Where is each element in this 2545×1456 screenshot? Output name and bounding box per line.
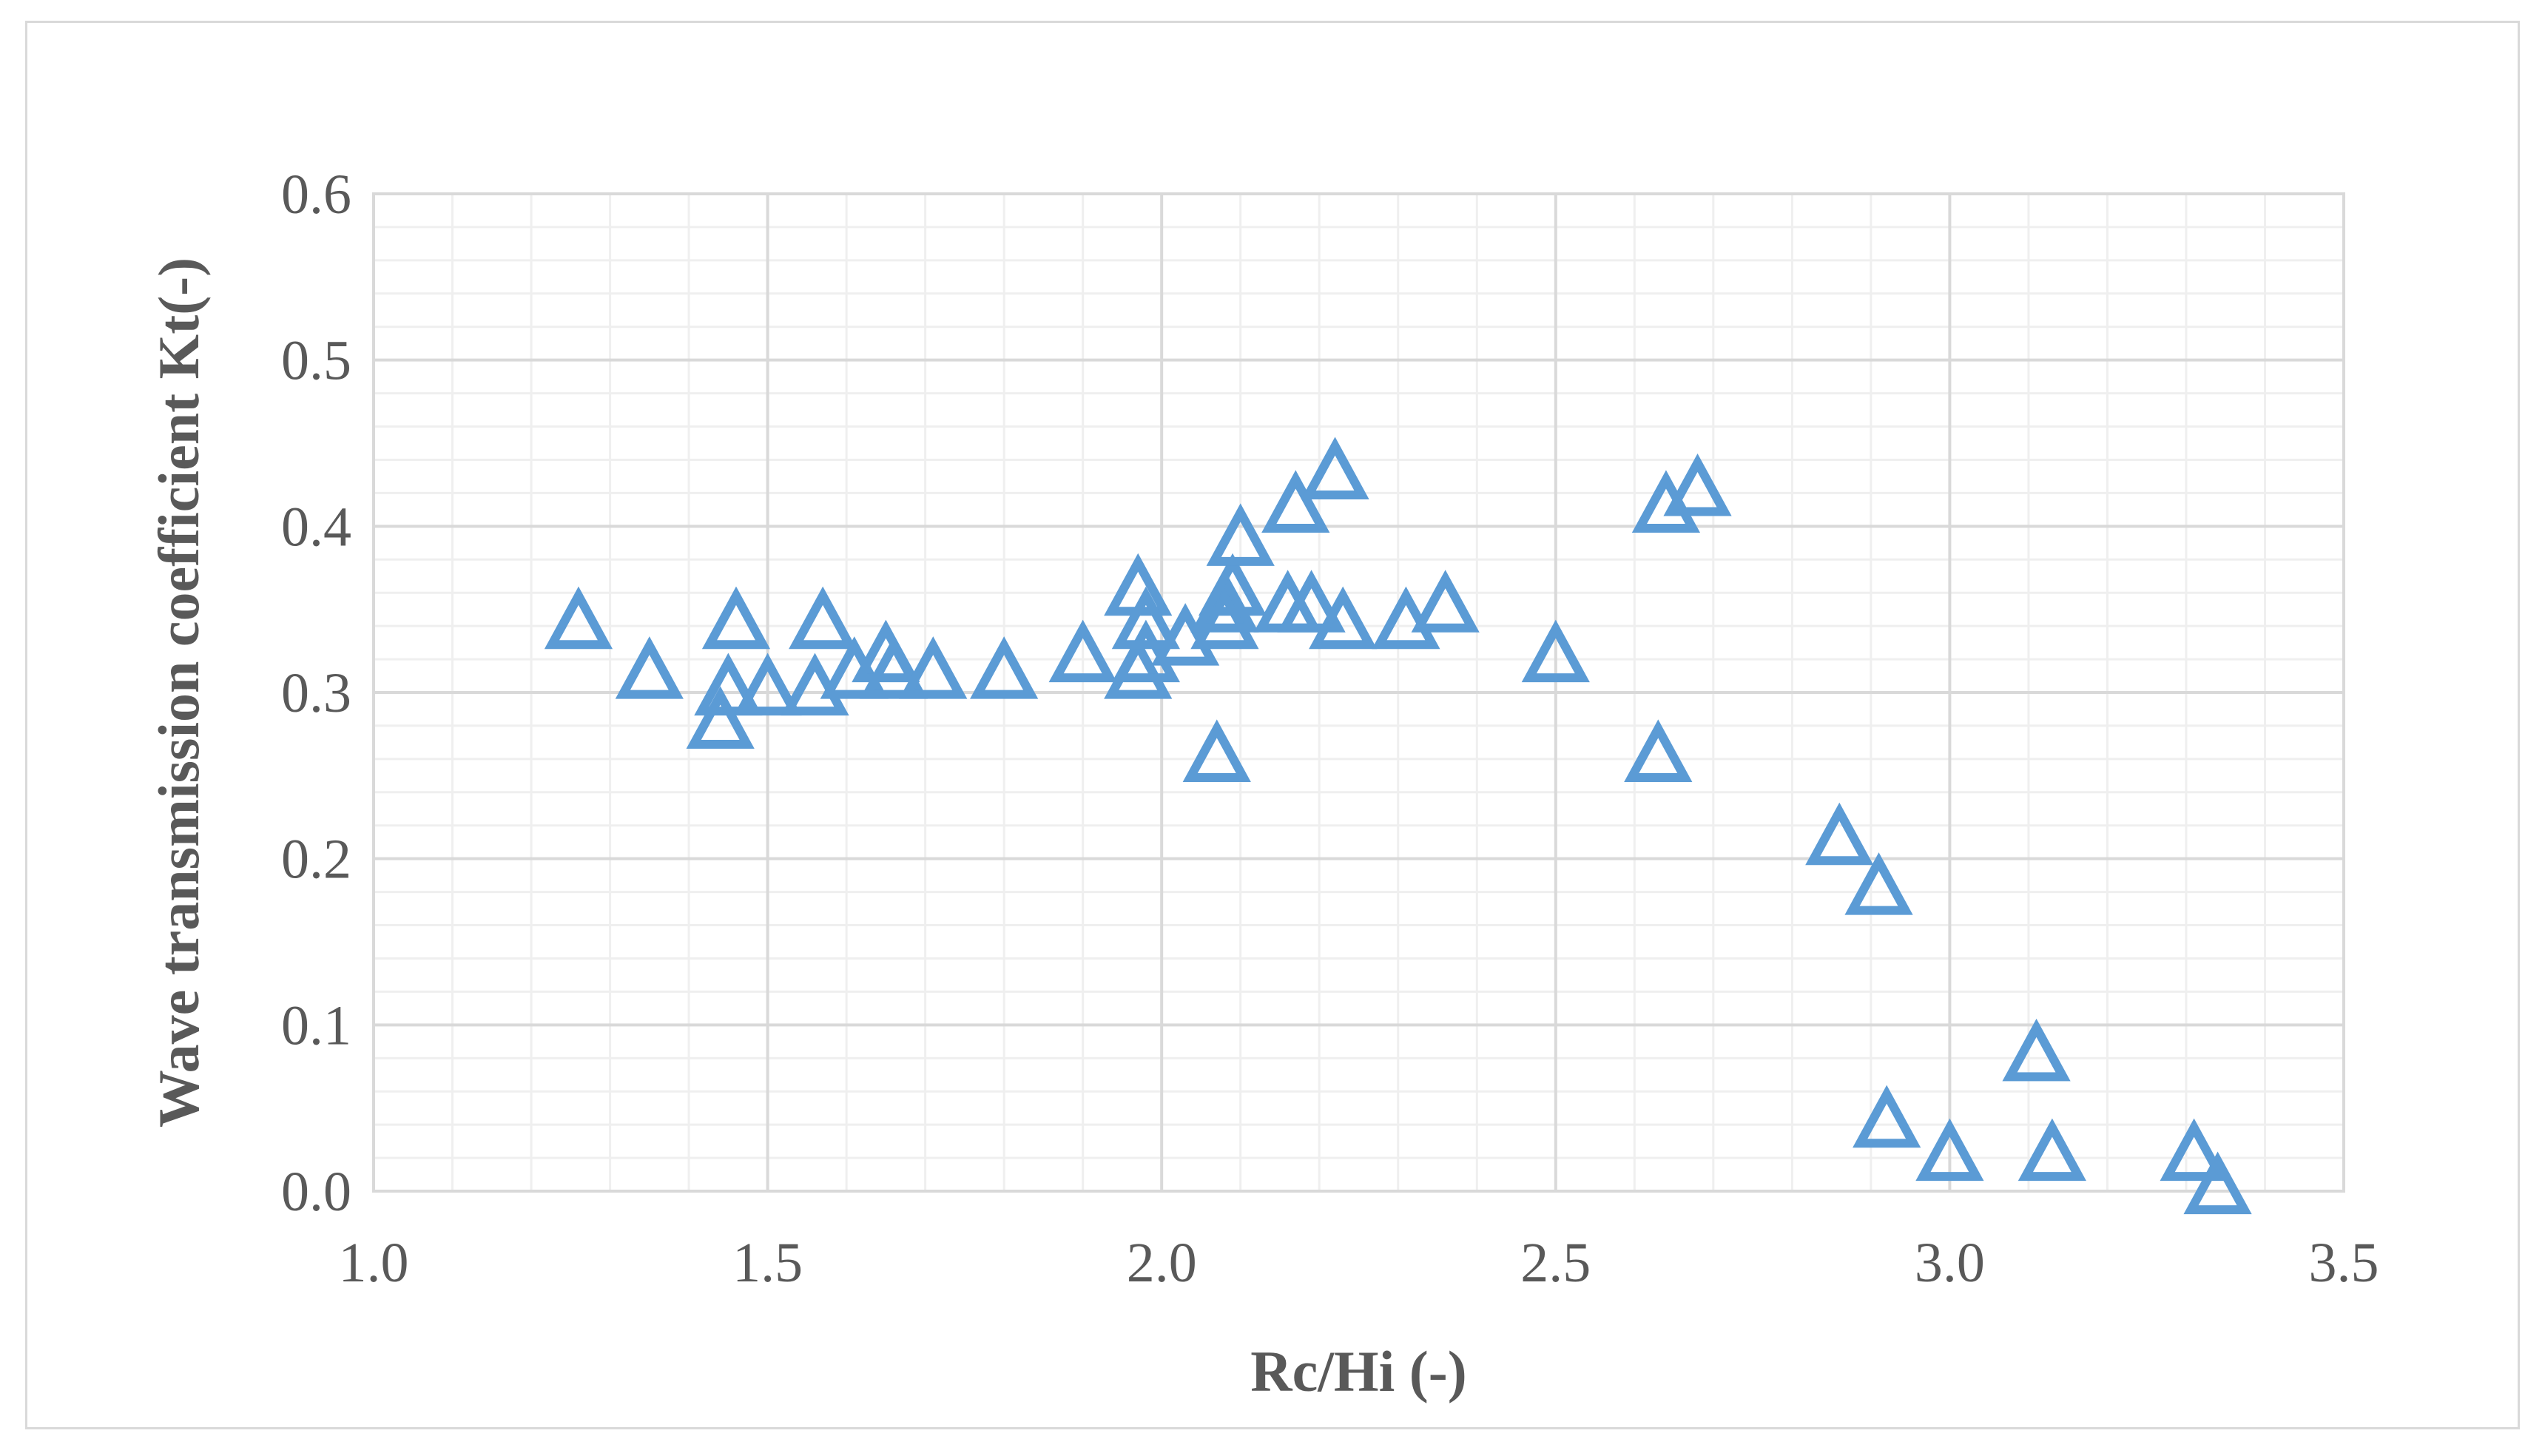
data-point	[1853, 1085, 1921, 1148]
y-tick-label: 0.0	[281, 1161, 351, 1223]
x-tick-label: 2.5	[1520, 1232, 1591, 1294]
plot-area	[372, 192, 2345, 1193]
data-point	[970, 636, 1039, 699]
data-point	[2183, 1151, 2252, 1215]
y-axis-title: Wave transmission coefficient Kt(-)	[146, 257, 211, 1128]
data-point	[1261, 470, 1330, 533]
x-tick-label: 1.0	[339, 1232, 409, 1294]
data-point	[1844, 852, 1913, 915]
data-point	[1190, 586, 1259, 650]
y-tick-labels: 0.0 0.1 0.2 0.3 0.4 0.5 0.6	[281, 164, 351, 1223]
x-tick-label: 2.0	[1127, 1232, 1197, 1294]
x-tick-label: 3.0	[1915, 1232, 1985, 1294]
data-point	[1411, 570, 1480, 633]
data-point	[1663, 453, 1732, 516]
x-tick-label: 3.5	[2309, 1232, 2379, 1294]
data-point	[859, 636, 928, 699]
y-tick-label: 0.2	[281, 829, 351, 891]
data-point	[1521, 619, 1590, 683]
data-point	[1182, 719, 1251, 782]
data-point	[1111, 586, 1181, 650]
y-tick-label: 0.4	[281, 496, 351, 558]
data-point	[1301, 437, 1369, 500]
x-axis-title: Rc/Hi (-)	[1250, 1339, 1466, 1403]
data-point	[1048, 619, 1117, 683]
data-point	[1805, 802, 1874, 866]
x-tick-labels: 1.0 1.5 2.0 2.5 3.0 3.5	[339, 1232, 2379, 1294]
y-tick-label: 0.6	[281, 164, 351, 226]
data-point	[1624, 719, 1693, 782]
data-point	[899, 636, 968, 699]
data-point	[1309, 586, 1378, 650]
data-point	[1277, 570, 1346, 633]
data-point	[733, 653, 802, 716]
data-point	[2018, 1118, 2086, 1182]
data-point	[1198, 553, 1267, 616]
data-point	[701, 586, 771, 650]
data-point	[694, 653, 763, 716]
data-point	[544, 586, 613, 650]
data-point	[1206, 503, 1275, 566]
y-tick-label: 0.1	[281, 994, 351, 1056]
y-tick-label: 0.5	[281, 330, 351, 392]
y-tick-label: 0.3	[281, 662, 351, 724]
data-point	[2160, 1118, 2228, 1182]
data-points	[544, 437, 2252, 1215]
data-point	[789, 586, 857, 650]
data-point	[2002, 1018, 2071, 1082]
data-point	[686, 686, 755, 749]
x-tick-label: 1.5	[732, 1232, 803, 1294]
data-point	[615, 636, 684, 699]
data-point	[1915, 1118, 1984, 1182]
